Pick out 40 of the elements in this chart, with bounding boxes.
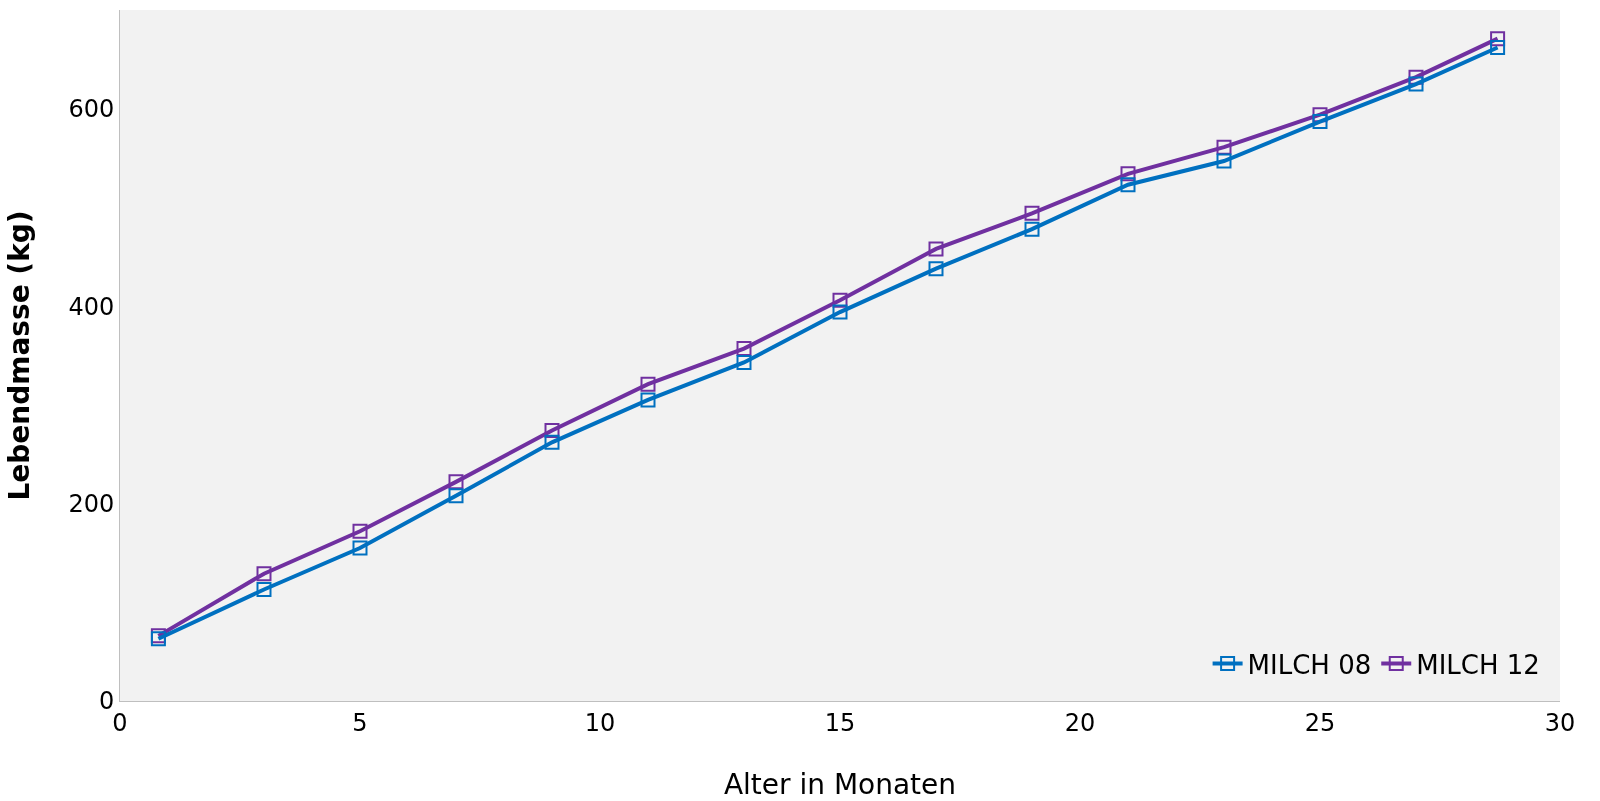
x-tick-label: 15 <box>824 708 856 737</box>
point <box>736 354 752 370</box>
point <box>1024 205 1040 221</box>
point <box>928 261 944 277</box>
point <box>448 488 464 504</box>
legend-label: MILCH 12 <box>1416 649 1540 680</box>
x-tick-label: 30 <box>1544 708 1576 737</box>
y-tick-label: 600 <box>68 95 115 124</box>
x-tick-label: 5 <box>352 708 368 737</box>
point <box>1490 31 1506 47</box>
point <box>1312 114 1328 130</box>
point <box>1490 40 1506 56</box>
point <box>928 241 944 257</box>
x-tick-label: 10 <box>584 708 616 737</box>
x-tick-label: 20 <box>1064 708 1096 737</box>
y-axis-title: Lebendmasse (kg) <box>3 210 37 501</box>
point <box>256 566 272 582</box>
legend-label: MILCH 08 <box>1247 649 1372 680</box>
point <box>1120 166 1136 182</box>
point <box>544 434 560 450</box>
point <box>736 341 752 357</box>
point <box>1120 177 1136 193</box>
point <box>352 523 368 539</box>
point <box>1408 76 1424 92</box>
x-tick-label: 25 <box>1304 708 1336 737</box>
y-tick-label: 0 <box>98 687 115 716</box>
y-tick-label: 400 <box>68 292 115 321</box>
point <box>640 392 656 408</box>
y-tick-label: 200 <box>68 489 115 518</box>
point <box>256 581 272 597</box>
point <box>544 423 560 439</box>
point <box>1024 221 1040 237</box>
point <box>640 376 656 392</box>
point <box>832 292 848 308</box>
x-axis-title: Alter in Monaten <box>723 768 957 801</box>
point <box>352 540 368 556</box>
point <box>1216 139 1232 155</box>
point <box>448 474 464 490</box>
point <box>1216 153 1232 169</box>
point <box>832 304 848 320</box>
